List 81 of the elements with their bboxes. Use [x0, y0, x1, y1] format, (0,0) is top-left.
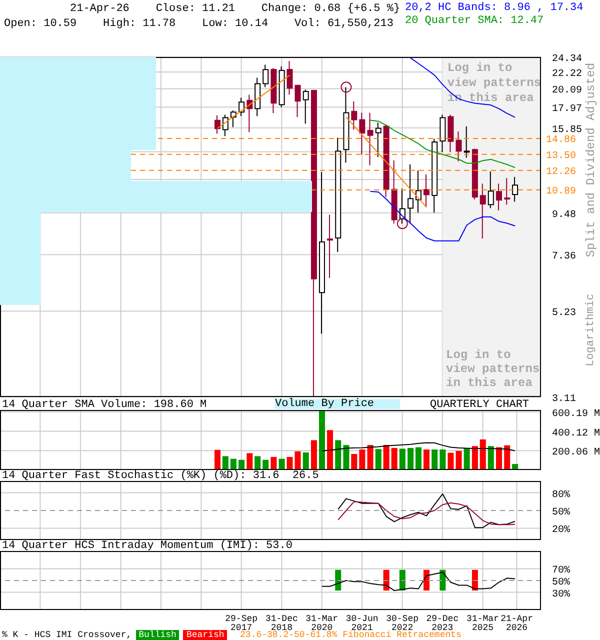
bar	[480, 439, 486, 470]
y-tick-label: 50%	[552, 508, 570, 518]
y-tick-label: 17.97	[552, 104, 582, 116]
y-tick-label: 20.09	[552, 86, 582, 97]
bar	[448, 452, 454, 470]
y-tick-label: 50%	[552, 578, 570, 588]
bar	[383, 445, 390, 470]
bar	[496, 447, 502, 470]
text: 20,2 HC Bands: 8.96 , 17.34	[405, 2, 584, 14]
bar	[440, 449, 446, 470]
bar	[415, 447, 422, 470]
annotation: Log in to view patterns in this area	[446, 348, 540, 390]
text: Logarithmic	[584, 294, 598, 366]
y-axis-title: Split and Dividend Adjusted	[584, 62, 598, 258]
x-tick-label: 21-Apr 2026	[500, 614, 533, 633]
bar	[423, 449, 430, 470]
line-series	[338, 493, 516, 528]
bar	[472, 446, 478, 470]
y-tick-label: 600.19 M	[552, 408, 600, 420]
legend-title: % K - HCS IMI Crossover,	[2, 630, 132, 640]
text: 23.6-38.2-50-61.8% Fibonacci Retracements	[240, 630, 462, 640]
ref-line-label: 10.89	[546, 186, 576, 198]
text: Bearish	[183, 630, 228, 640]
line-series	[321, 442, 516, 452]
ref-line-label: 13.50	[546, 150, 576, 162]
bar	[335, 440, 342, 470]
text: 20 Quarter SMA: 12.47	[405, 15, 545, 27]
bar	[456, 450, 462, 470]
y-tick-label: 7.36	[552, 252, 576, 263]
text: Bullish	[136, 630, 180, 640]
y-tick-label: 30%	[552, 589, 570, 600]
chart-subtitle: Open: 10.59 High: 11.78 Low: 10.14 Vol: 61,550,213	[4, 17, 394, 31]
line-series	[370, 190, 516, 242]
line-series	[338, 501, 516, 526]
bar	[488, 446, 494, 470]
y-tick-label: 200.06 M	[552, 448, 600, 459]
bar	[343, 445, 350, 470]
line-series	[370, 120, 516, 168]
candlestick	[504, 178, 510, 205]
bar	[327, 430, 334, 470]
bar	[302, 452, 309, 470]
y-tick-label: 80%	[552, 490, 570, 501]
bar	[310, 440, 317, 470]
y-tick-label: 24.34	[552, 54, 582, 65]
x-tick-label: 31-Mar 2025	[466, 614, 499, 633]
bar	[246, 453, 253, 470]
bar	[294, 451, 301, 470]
chart-title: 21-Apr-26 Close: 11.21 Change: 0.68 {+6.5 %}	[70, 2, 400, 16]
bar	[391, 448, 398, 470]
bar	[254, 456, 261, 470]
ref-line-label: 14.86	[546, 135, 576, 146]
bar	[214, 450, 220, 470]
y-tick-label: 20%	[552, 525, 570, 536]
ref-line-label: 12.26	[546, 166, 576, 178]
y-tick-label: 3.11	[552, 394, 576, 405]
bar	[270, 456, 277, 470]
bar	[286, 456, 293, 470]
bar	[399, 448, 406, 470]
candlestick	[327, 214, 334, 278]
y-tick-label: 400.12 M	[552, 428, 600, 440]
y-tick-label: 15.85	[552, 124, 582, 136]
y-tick-label: 70%	[552, 566, 570, 577]
chart-title: 14 Quarter SMA Volume: 198.60 M	[2, 398, 207, 412]
y-tick-label: 9.48	[552, 210, 576, 221]
bar	[351, 454, 358, 470]
chart-title: 14 Quarter Fast Stochastic (%K) (%D): 31.6 26.5	[2, 469, 319, 483]
y-tick-label: 5.23	[552, 308, 576, 320]
bar	[222, 456, 228, 470]
y-tick-label: 22.22	[552, 69, 582, 80]
bar	[432, 449, 438, 470]
chart-title: 14 Quarter HCS Intraday Momentum (IMI): 53.0	[2, 539, 292, 553]
line-series	[321, 572, 516, 592]
bar	[408, 448, 414, 470]
bar	[367, 445, 374, 470]
bar	[375, 449, 382, 470]
bar	[504, 445, 510, 470]
bar	[359, 449, 366, 470]
bar	[318, 410, 325, 470]
annotation: QUARTERLY CHART	[430, 398, 530, 412]
text: Volume By Price	[275, 398, 400, 410]
bar	[464, 448, 470, 470]
